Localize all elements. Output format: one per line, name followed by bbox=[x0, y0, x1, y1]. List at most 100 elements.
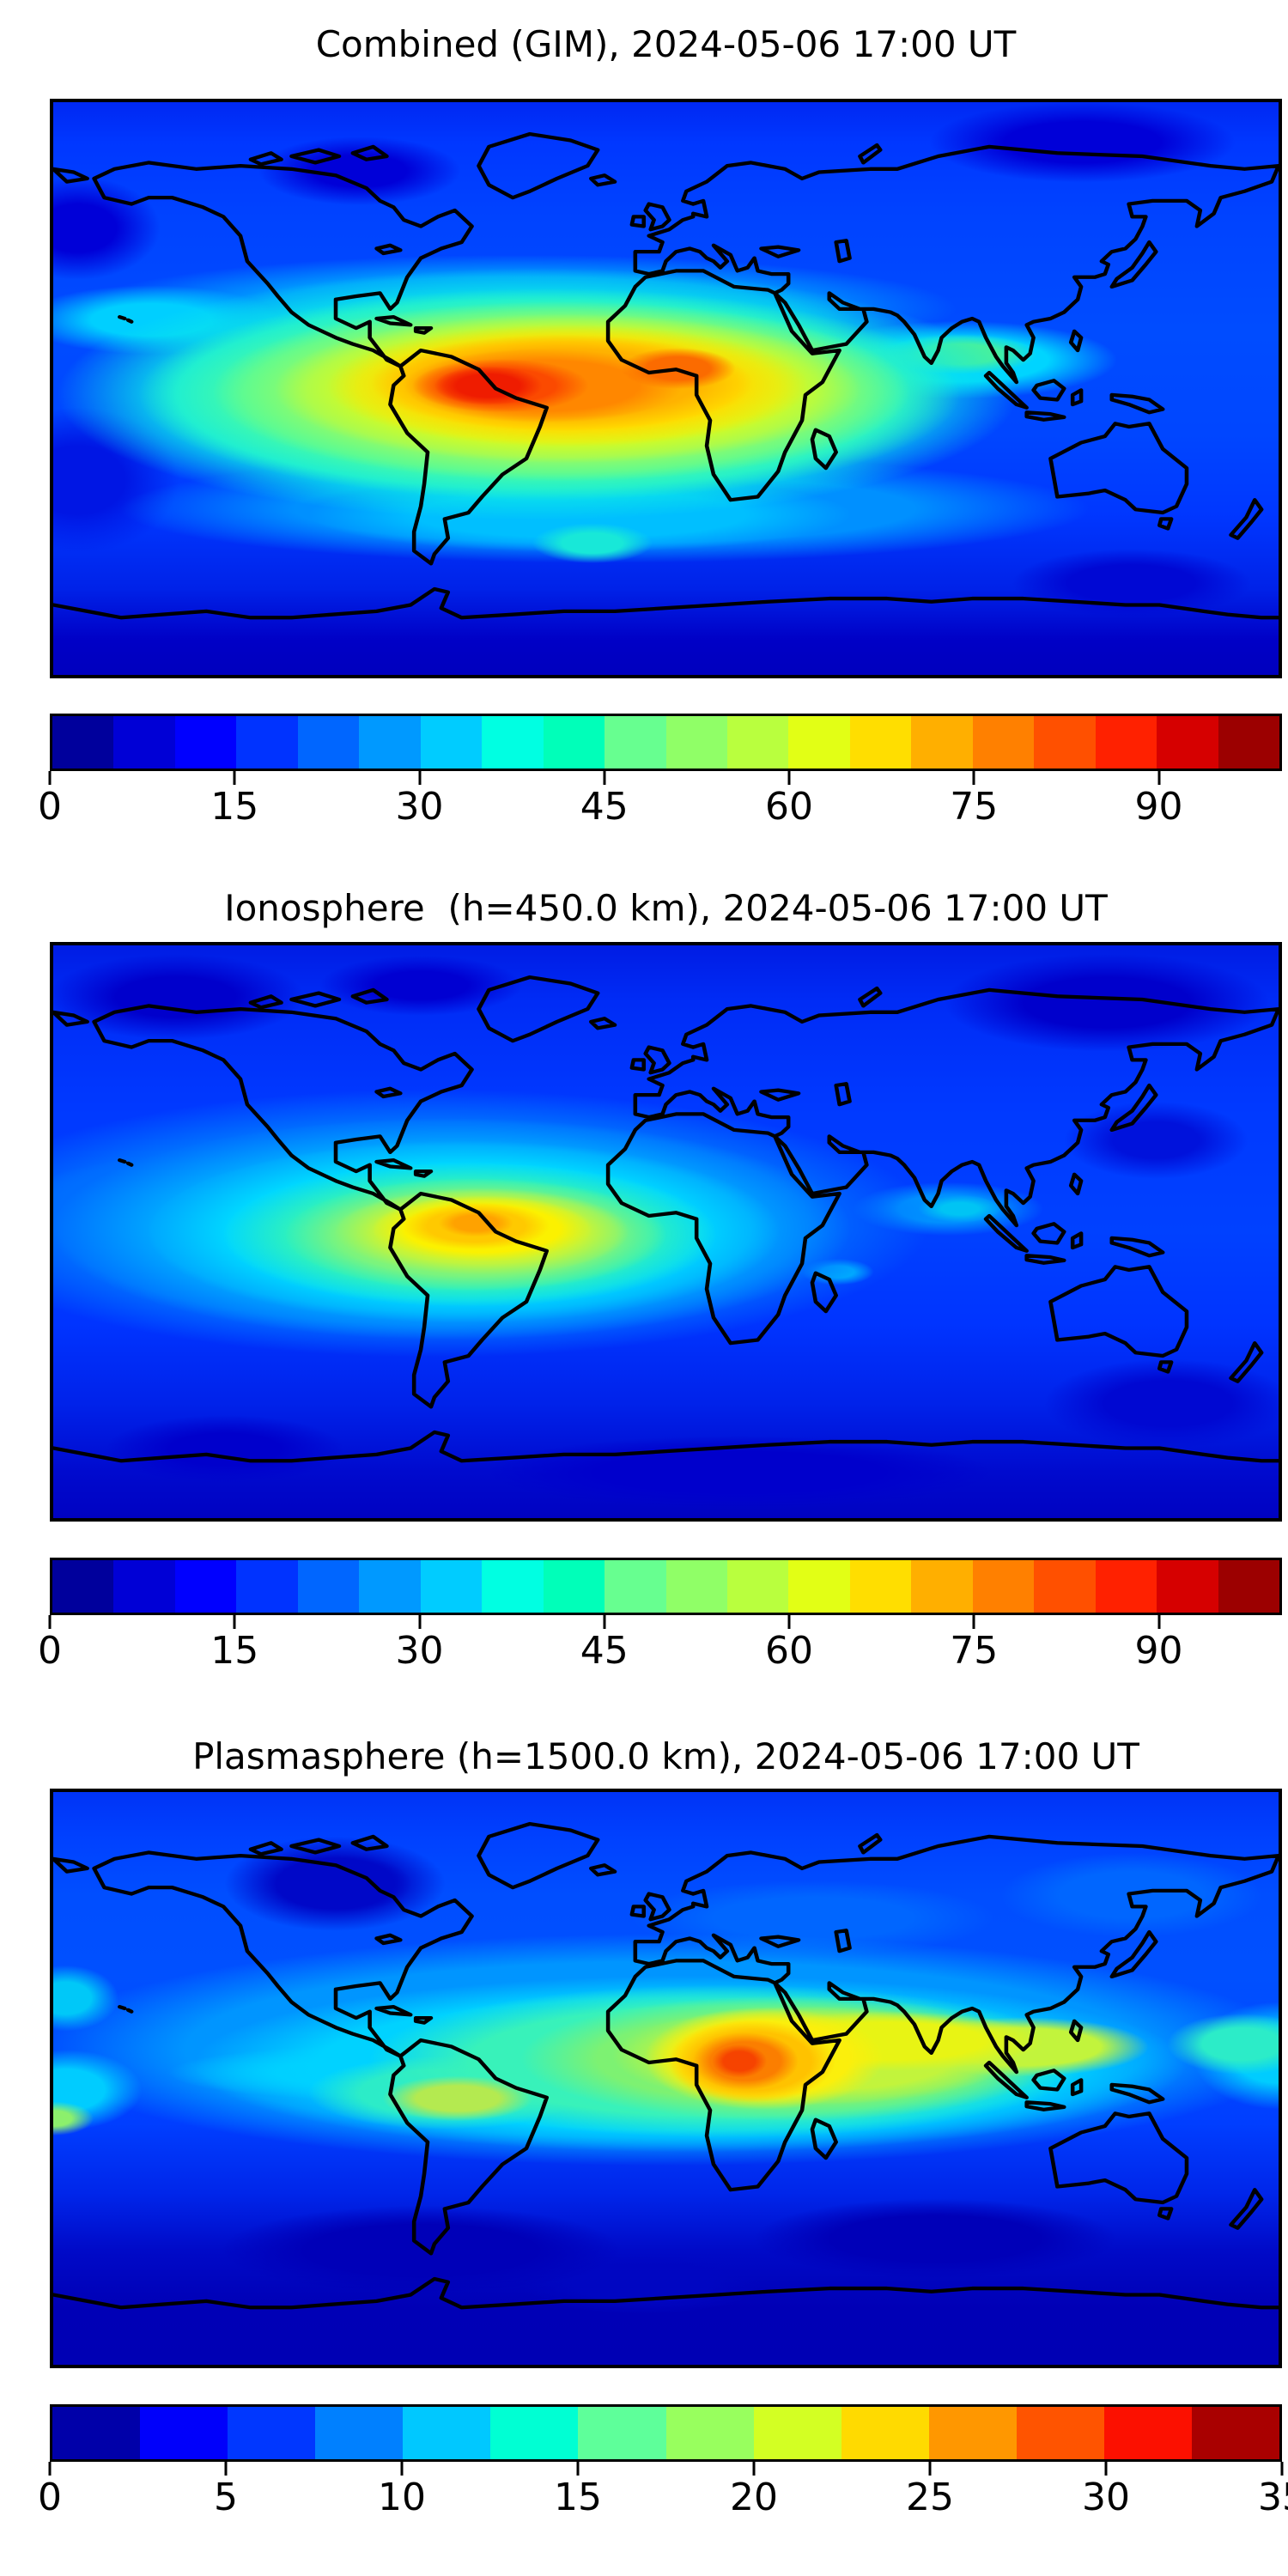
colorbar-tick-label: 10 bbox=[378, 2476, 426, 2519]
colorbar-tick-label: 15 bbox=[554, 2476, 602, 2519]
colorbar-segment bbox=[1218, 716, 1280, 769]
colorbar-tick-mark bbox=[233, 771, 236, 785]
colorbar-segment bbox=[753, 2407, 841, 2459]
colorbar-segment bbox=[928, 2407, 1017, 2459]
colorbar-tick-mark bbox=[928, 2462, 932, 2476]
colorbar-segment bbox=[140, 2407, 228, 2459]
colorbar-segment bbox=[1218, 1560, 1280, 1613]
tec-field-plasmasphere bbox=[53, 1792, 1279, 2365]
colorbar-tick-mark bbox=[1280, 2462, 1284, 2476]
colorbar-axis-plasmasphere: 0 5 10 15 20 25 30 35 bbox=[38, 2462, 1288, 2539]
colorbar-tick-mark bbox=[224, 2462, 228, 2476]
colorbar-segment bbox=[972, 716, 1035, 769]
colorbar-tick-mark bbox=[1157, 771, 1160, 785]
colorbar-segment bbox=[788, 716, 850, 769]
colorbar-tick-label: 0 bbox=[38, 2476, 62, 2519]
colorbar-segment bbox=[1192, 2407, 1280, 2459]
colorbar-segment bbox=[297, 716, 360, 769]
colorbar-tick-label: 45 bbox=[580, 1629, 629, 1673]
colorbar-tick-label: 90 bbox=[1134, 1629, 1183, 1673]
colorbar-tick-mark bbox=[752, 2462, 756, 2476]
colorbar-segment bbox=[1157, 1560, 1218, 1613]
coastlines-icon bbox=[53, 102, 1279, 675]
colorbar-plasmasphere bbox=[50, 2404, 1282, 2462]
colorbar-segment bbox=[543, 1560, 605, 1613]
colorbar-axis-ionosphere: 0 15 30 45 60 75 90 bbox=[38, 1615, 1282, 1692]
colorbar-segment bbox=[841, 2407, 929, 2459]
colorbar-segment bbox=[482, 1560, 544, 1613]
colorbar-segment bbox=[543, 716, 605, 769]
colorbar-segment bbox=[1095, 1560, 1157, 1613]
colorbar-tick-mark bbox=[400, 2462, 404, 2476]
colorbar-segment bbox=[174, 1560, 237, 1613]
colorbar-segment bbox=[228, 2407, 316, 2459]
colorbar-segment bbox=[359, 1560, 421, 1613]
colorbar-segment bbox=[665, 2407, 754, 2459]
colorbar-combined bbox=[50, 714, 1282, 771]
tec-field-ionosphere bbox=[53, 945, 1279, 1518]
colorbar-segment bbox=[911, 1560, 973, 1613]
colorbar-segment bbox=[403, 2407, 491, 2459]
colorbar-tick-mark bbox=[418, 1615, 421, 1629]
map-title-combined: Combined (GIM), 2024-05-06 17:00 UT bbox=[315, 23, 1017, 65]
coastlines-icon bbox=[53, 945, 1279, 1518]
colorbar-tick-label: 30 bbox=[395, 1629, 444, 1673]
colorbar-tick-mark bbox=[1157, 1615, 1160, 1629]
colorbar-segment bbox=[726, 1560, 789, 1613]
colorbar-segment bbox=[972, 1560, 1035, 1613]
colorbar-tick-label: 45 bbox=[580, 785, 629, 829]
colorbar-tick-label: 60 bbox=[765, 785, 813, 829]
colorbar-segment bbox=[605, 1560, 666, 1613]
colorbar-segment bbox=[1103, 2407, 1193, 2459]
colorbar-tick-mark bbox=[787, 771, 791, 785]
colorbar-segment bbox=[665, 716, 727, 769]
colorbar-segment bbox=[236, 1560, 298, 1613]
colorbar-tick-mark bbox=[48, 771, 52, 785]
colorbar-segment bbox=[490, 2407, 579, 2459]
colorbar-tick-label: 15 bbox=[210, 785, 259, 829]
colorbar-tick-mark bbox=[972, 1615, 975, 1629]
colorbar-segment bbox=[420, 716, 483, 769]
colorbar-tick-label: 75 bbox=[950, 1629, 999, 1673]
colorbar-segment bbox=[52, 1560, 114, 1613]
colorbar-segment bbox=[605, 716, 666, 769]
colorbar-segment bbox=[420, 1560, 483, 1613]
colorbar-segment bbox=[113, 716, 175, 769]
colorbar-tick-label: 60 bbox=[765, 1629, 813, 1673]
colorbar-tick-label: 30 bbox=[1082, 2476, 1130, 2519]
colorbar-segment bbox=[849, 1560, 912, 1613]
colorbar-segment bbox=[911, 716, 973, 769]
colorbar-segment bbox=[1157, 716, 1218, 769]
colorbar-segment bbox=[52, 2407, 141, 2459]
colorbar-tick-label: 15 bbox=[210, 1629, 259, 1673]
colorbar-segment bbox=[849, 716, 912, 769]
colorbar-segment bbox=[315, 2407, 404, 2459]
tec-field-combined bbox=[53, 102, 1279, 675]
colorbar-segment bbox=[297, 1560, 360, 1613]
colorbar-segment bbox=[1034, 1560, 1096, 1613]
colorbar-tick-mark bbox=[787, 1615, 791, 1629]
colorbar-tick-mark bbox=[418, 771, 421, 785]
colorbar-tick-label: 30 bbox=[395, 785, 444, 829]
colorbar-segment bbox=[1034, 716, 1096, 769]
colorbar-segment bbox=[359, 716, 421, 769]
colorbar-segment bbox=[174, 716, 237, 769]
colorbar-tick-label: 5 bbox=[214, 2476, 238, 2519]
colorbar-segment bbox=[482, 716, 544, 769]
colorbar-segment bbox=[52, 716, 114, 769]
colorbar-tick-label: 35 bbox=[1258, 2476, 1288, 2519]
colorbar-segment bbox=[1016, 2407, 1104, 2459]
map-ionosphere bbox=[50, 942, 1282, 1522]
colorbar-tick-mark bbox=[1104, 2462, 1108, 2476]
colorbar-ionosphere bbox=[50, 1558, 1282, 1615]
colorbar-axis-combined: 0 15 30 45 60 75 90 bbox=[38, 771, 1282, 848]
colorbar-tick-label: 75 bbox=[950, 785, 999, 829]
colorbar-tick-label: 0 bbox=[38, 1629, 62, 1673]
map-title-plasmasphere: Plasmasphere (h=1500.0 km), 2024-05-06 1… bbox=[192, 1735, 1139, 1777]
coastlines-icon bbox=[53, 1792, 1279, 2365]
colorbar-segment bbox=[236, 716, 298, 769]
colorbar-tick-mark bbox=[233, 1615, 236, 1629]
colorbar-segment bbox=[113, 1560, 175, 1613]
colorbar-tick-mark bbox=[603, 1615, 606, 1629]
